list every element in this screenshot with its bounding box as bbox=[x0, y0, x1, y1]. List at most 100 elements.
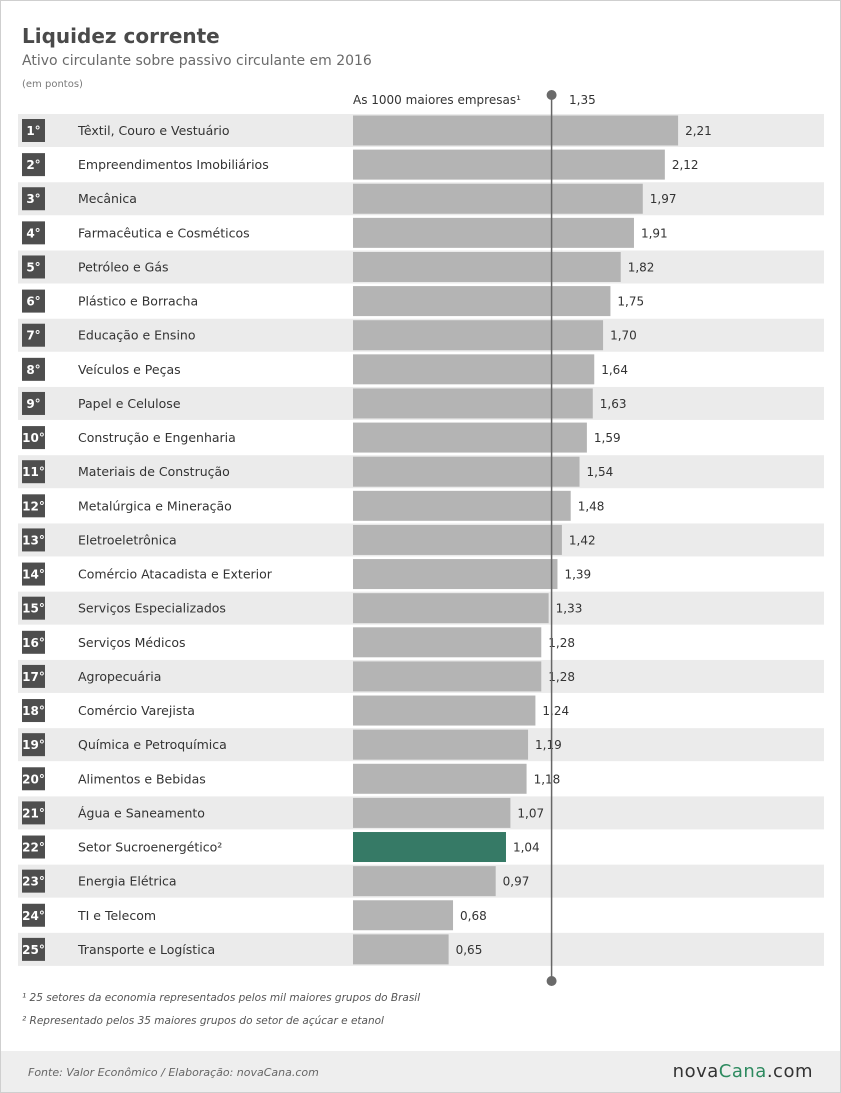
value-label: 1,28 bbox=[548, 670, 575, 684]
bar bbox=[353, 729, 529, 760]
bar bbox=[353, 354, 595, 385]
category-label: Farmacêutica e Cosméticos bbox=[78, 225, 250, 240]
value-label: 1,07 bbox=[517, 806, 544, 820]
rank-label: 16° bbox=[22, 636, 45, 650]
value-label: 1,54 bbox=[587, 465, 614, 479]
bar bbox=[353, 149, 665, 180]
logo-com: .com bbox=[766, 1061, 813, 1082]
rank-label: 1° bbox=[26, 124, 40, 138]
rank-label: 17° bbox=[22, 670, 45, 684]
bar bbox=[353, 797, 511, 828]
category-label: Comércio Varejista bbox=[78, 703, 195, 718]
reference-marker-bottom bbox=[546, 976, 557, 986]
value-label: 0,65 bbox=[456, 943, 483, 957]
rank-badge bbox=[22, 426, 45, 450]
bar bbox=[353, 456, 580, 487]
value-label: 1,59 bbox=[594, 431, 621, 445]
rank-badge bbox=[22, 767, 45, 791]
category-label: Papel e Celulose bbox=[78, 396, 181, 411]
rank-badge bbox=[22, 699, 45, 723]
value-label: 2,21 bbox=[685, 124, 712, 138]
rank-label: 15° bbox=[22, 602, 45, 616]
bar bbox=[353, 115, 679, 146]
rank-badge bbox=[22, 562, 45, 586]
chart-title: Liquidez corrente bbox=[22, 24, 220, 48]
rank-label: 8° bbox=[26, 363, 40, 377]
novacana-logo[interactable]: novaCana.com bbox=[673, 1061, 813, 1082]
value-label: 1,63 bbox=[600, 397, 627, 411]
rank-badge bbox=[22, 187, 45, 211]
rank-badge bbox=[22, 255, 45, 279]
bar bbox=[353, 286, 611, 317]
logo-nova: nova bbox=[672, 1061, 719, 1082]
bar bbox=[353, 490, 571, 521]
value-label: 0,97 bbox=[503, 875, 530, 889]
bar bbox=[353, 763, 527, 794]
value-label: 1,75 bbox=[617, 295, 644, 309]
value-label: 1,64 bbox=[601, 363, 628, 377]
category-label: Plástico e Borracha bbox=[78, 294, 198, 309]
bar bbox=[353, 524, 562, 555]
rank-label: 11° bbox=[22, 465, 45, 479]
rank-badge bbox=[22, 903, 45, 927]
value-label: 1,19 bbox=[535, 738, 562, 752]
reference-label: As 1000 maiores empresas¹ bbox=[353, 93, 521, 107]
rank-badge bbox=[22, 596, 45, 620]
bar bbox=[353, 251, 621, 282]
rank-badge bbox=[22, 733, 45, 757]
category-label: Serviços Especializados bbox=[78, 601, 226, 616]
rank-badge bbox=[22, 528, 45, 552]
bar bbox=[353, 183, 643, 214]
source-text: Fonte: Valor Econômico / Elaboração: nov… bbox=[28, 1066, 319, 1079]
bar bbox=[353, 866, 496, 897]
rank-label: 24° bbox=[22, 909, 45, 923]
rank-badge bbox=[22, 801, 45, 825]
category-label: Materiais de Construção bbox=[78, 464, 230, 479]
bar bbox=[353, 695, 536, 726]
bar bbox=[353, 388, 593, 419]
chart-subtitle: Ativo circulante sobre passivo circulant… bbox=[22, 53, 372, 69]
rank-badge bbox=[22, 460, 45, 484]
rank-label: 25° bbox=[22, 943, 45, 957]
category-label: Serviços Médicos bbox=[78, 635, 186, 650]
category-label: Metalúrgica e Mineração bbox=[78, 498, 232, 513]
category-label: Construção e Engenharia bbox=[78, 430, 236, 445]
value-label: 1,33 bbox=[556, 602, 583, 616]
rank-label: 21° bbox=[22, 806, 45, 820]
value-label: 1,42 bbox=[569, 533, 596, 547]
value-label: 1,04 bbox=[513, 841, 540, 855]
bar bbox=[353, 900, 454, 931]
rank-badge bbox=[22, 391, 45, 415]
category-label: Setor Sucroenergético² bbox=[78, 840, 222, 855]
rank-label: 22° bbox=[22, 841, 45, 855]
value-label: 1,48 bbox=[578, 499, 605, 513]
rank-label: 9° bbox=[26, 397, 40, 411]
rank-label: 14° bbox=[22, 568, 45, 582]
rank-label: 4° bbox=[26, 226, 40, 240]
category-label: Empreendimentos Imobiliários bbox=[78, 157, 269, 172]
rank-label: 10° bbox=[22, 431, 45, 445]
rank-label: 7° bbox=[26, 329, 40, 343]
value-label: 1,91 bbox=[641, 226, 668, 240]
bar bbox=[353, 832, 506, 863]
bar bbox=[353, 422, 587, 453]
rank-label: 6° bbox=[26, 295, 40, 309]
category-label: Energia Elétrica bbox=[78, 874, 177, 889]
bar-chart: 1° Têxtil, Couro e Vestuário 2,21 2° Empreen… bbox=[18, 90, 824, 986]
value-label: 1,28 bbox=[548, 636, 575, 650]
rank-badge bbox=[22, 323, 45, 347]
category-label: Transporte e Logística bbox=[77, 942, 215, 957]
rank-label: 13° bbox=[22, 533, 45, 547]
bar bbox=[353, 559, 558, 590]
rank-badge bbox=[22, 119, 45, 142]
reference-value: 1,35 bbox=[569, 93, 596, 107]
category-label: Comércio Atacadista e Exterior bbox=[78, 567, 273, 582]
reference-marker-top bbox=[546, 90, 557, 100]
rank-badge bbox=[22, 869, 45, 893]
footnote-1: ¹ 25 setores da economia representados p… bbox=[22, 992, 421, 1004]
rank-label: 3° bbox=[26, 192, 40, 206]
rank-badge bbox=[22, 289, 45, 313]
rank-badge bbox=[22, 835, 45, 859]
rank-label: 18° bbox=[22, 704, 45, 718]
rank-badge bbox=[22, 153, 45, 177]
